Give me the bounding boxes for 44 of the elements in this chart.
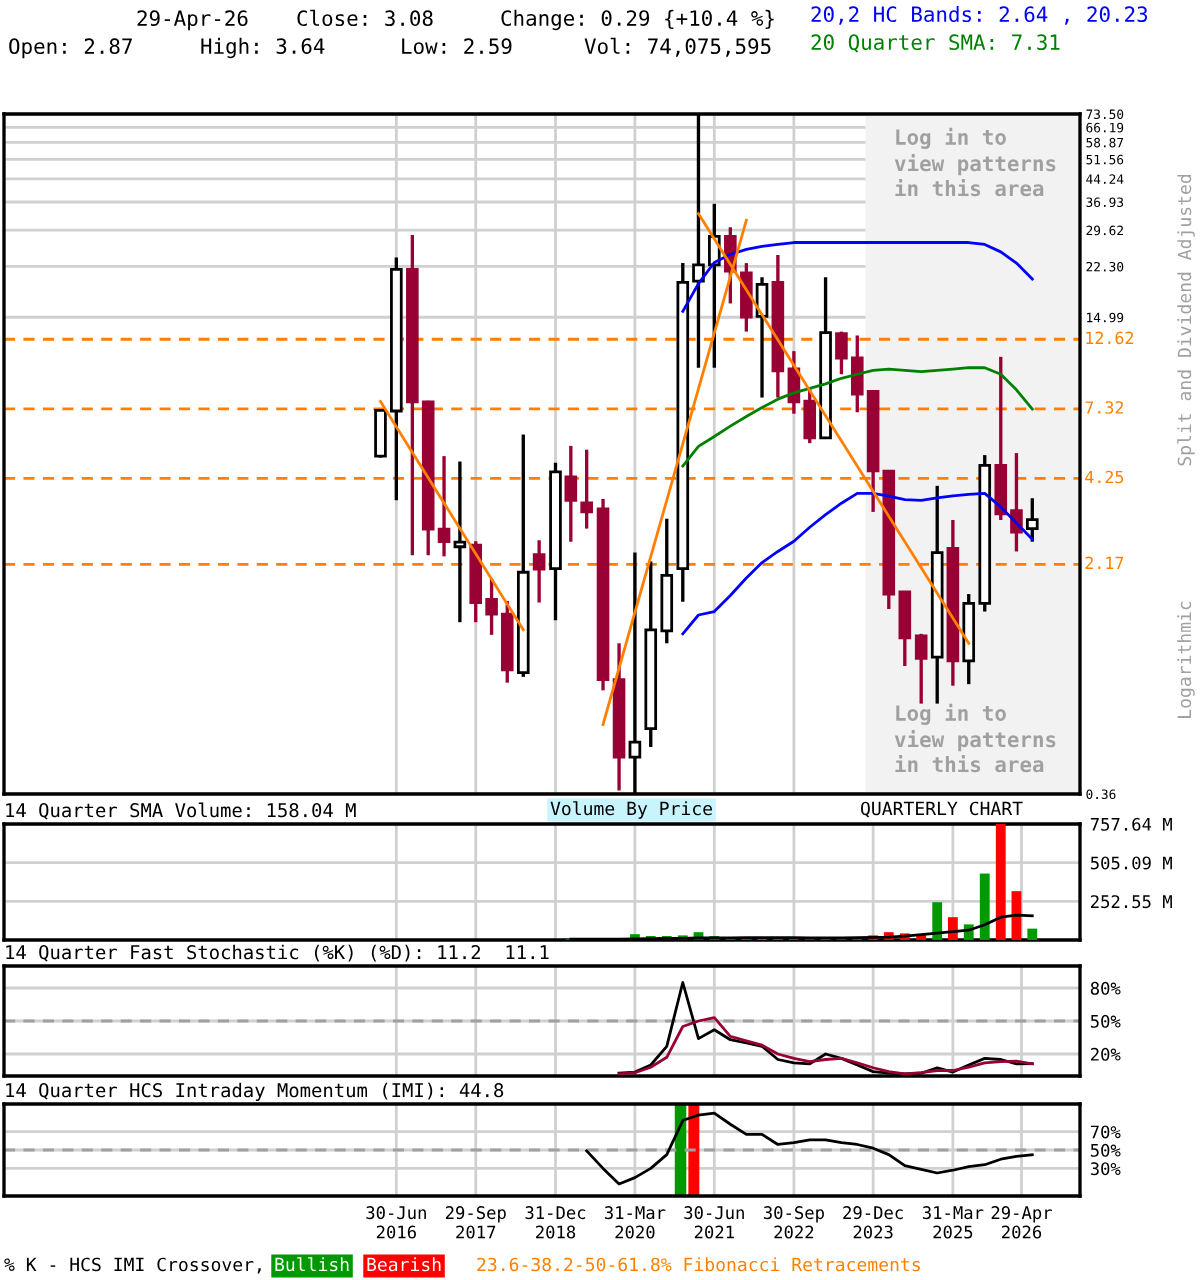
text: Change: 0.29 {+10.4 %} bbox=[501, 9, 774, 31]
text: 20 Quarter SMA: 7.31 bbox=[811, 34, 1060, 53]
text: High: 3.64 bbox=[201, 37, 325, 59]
text: Vol: 74,075,595 bbox=[584, 37, 771, 57]
x-tick-label: 29-Apr 2026 bbox=[991, 1206, 1052, 1239]
text: Bullish bbox=[275, 1257, 349, 1272]
x-tick-label: 29-Sep 2017 bbox=[445, 1206, 506, 1239]
x-tick-label: 30-Jun 2016 bbox=[366, 1206, 426, 1239]
x-tick-label: 31-Mar 2025 bbox=[922, 1206, 984, 1239]
y-tick-label: 30% bbox=[1090, 1162, 1121, 1176]
y-tick-label: 20% bbox=[1091, 1047, 1121, 1061]
y-tick-label: 505.09 M bbox=[1090, 856, 1172, 870]
text: QUARTERLY CHART bbox=[861, 801, 1023, 818]
text: 20,2 HC Bands: 2.64 , 20.23 bbox=[811, 5, 1148, 25]
text: % K - HCS IMI Crossover, bbox=[4, 1257, 261, 1274]
ref-line-label: 12.62 bbox=[1086, 331, 1134, 345]
text: 23.6-38.2-50-61.8% Fibonacci Retracements bbox=[477, 1257, 920, 1272]
text: 29-Apr-26 bbox=[137, 10, 248, 31]
y-tick-label: 757.64 M bbox=[1090, 817, 1172, 831]
text: Bearish bbox=[367, 1257, 441, 1272]
y-tick-label: 80% bbox=[1090, 981, 1121, 995]
x-tick-label: 30-Sep 2022 bbox=[763, 1206, 824, 1239]
ref-line-label: 7.32 bbox=[1085, 401, 1124, 414]
text: Low: 2.59 bbox=[402, 38, 512, 55]
annotation: Log in to view patterns in this area bbox=[894, 703, 1056, 773]
x-tick-label: 31-Dec 2018 bbox=[525, 1206, 586, 1239]
x-tick-label: 31-Mar 2020 bbox=[604, 1206, 666, 1239]
chart-title: 14 Quarter SMA Volume: 158.04 M bbox=[6, 802, 356, 820]
text: Split and Dividend Adjusted bbox=[1177, 174, 1195, 466]
x-tick-label: 30-Jun 2021 bbox=[684, 1206, 744, 1239]
text: Open: 2.87 bbox=[9, 38, 132, 59]
y-tick-label: 70% bbox=[1090, 1125, 1121, 1139]
y-tick-label: 50% bbox=[1090, 1143, 1121, 1157]
annotation: Log in to view patterns in this area bbox=[894, 127, 1056, 197]
text: Volume By Price bbox=[550, 801, 712, 819]
ref-line-label: 4.25 bbox=[1085, 470, 1124, 484]
chart-title: 14 Quarter HCS Intraday Momentum (IMI): 44.8 bbox=[6, 1082, 504, 1101]
chart-title: 14 Quarter Fast Stochastic (%K) (%D): 11.2 11.1 bbox=[6, 944, 549, 962]
ref-line-label: 2.17 bbox=[1085, 556, 1124, 569]
text: Logarithmic bbox=[1177, 601, 1195, 718]
text: Close: 3.08 bbox=[297, 9, 433, 27]
y-tick-label: 50% bbox=[1090, 1014, 1121, 1028]
y-tick-label: 252.55 M bbox=[1091, 895, 1172, 909]
x-tick-label: 29-Dec 2023 bbox=[843, 1206, 903, 1239]
